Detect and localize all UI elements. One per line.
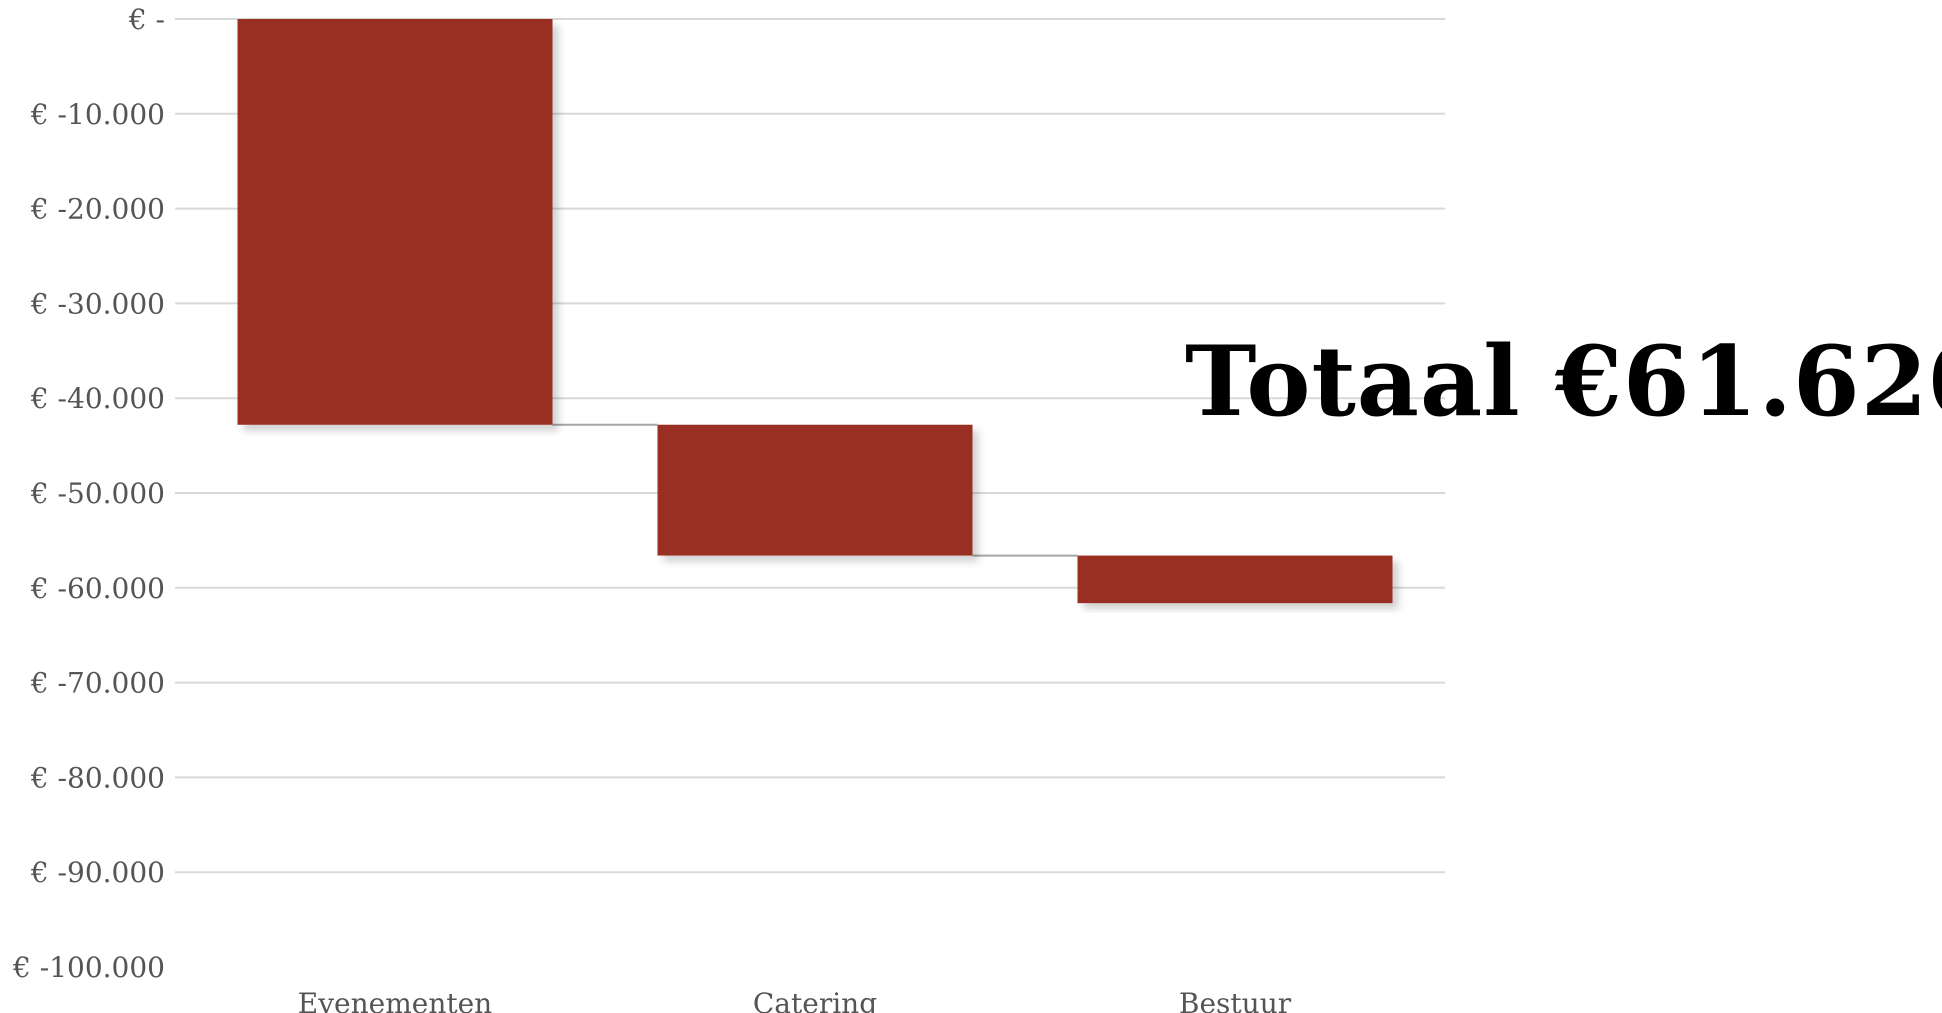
bar-bestuur: [1077, 555, 1393, 604]
connectors: [552, 423, 1078, 557]
x-axis: Evenementen Catering Bestuur: [298, 987, 1292, 1013]
y-tick-label: € -70.000: [30, 667, 165, 700]
bar-catering: [657, 424, 973, 556]
y-tick-label: € -40.000: [30, 382, 165, 415]
bars: [237, 19, 1393, 604]
y-tick-label: € -10.000: [30, 98, 165, 131]
y-tick-label: € -20.000: [30, 193, 165, 226]
x-tick-label: Catering: [753, 987, 877, 1013]
y-tick-label: € -: [128, 3, 165, 36]
x-tick-label: Bestuur: [1179, 987, 1292, 1013]
y-tick-label: € -30.000: [30, 287, 165, 320]
y-axis: € - € -10.000 € -20.000 € -30.000 € -40.000 €…: [12, 3, 165, 984]
y-tick-label: € -50.000: [30, 477, 165, 510]
total-annotation: Totaal €61.620: [1185, 325, 1942, 438]
bar-evenementen: [237, 19, 553, 425]
y-tick-label: € -80.000: [30, 761, 165, 794]
y-tick-label: € -90.000: [30, 856, 165, 889]
x-tick-label: Evenementen: [298, 987, 492, 1013]
y-tick-label: € -60.000: [30, 572, 165, 605]
y-tick-label: € -100.000: [12, 951, 165, 984]
